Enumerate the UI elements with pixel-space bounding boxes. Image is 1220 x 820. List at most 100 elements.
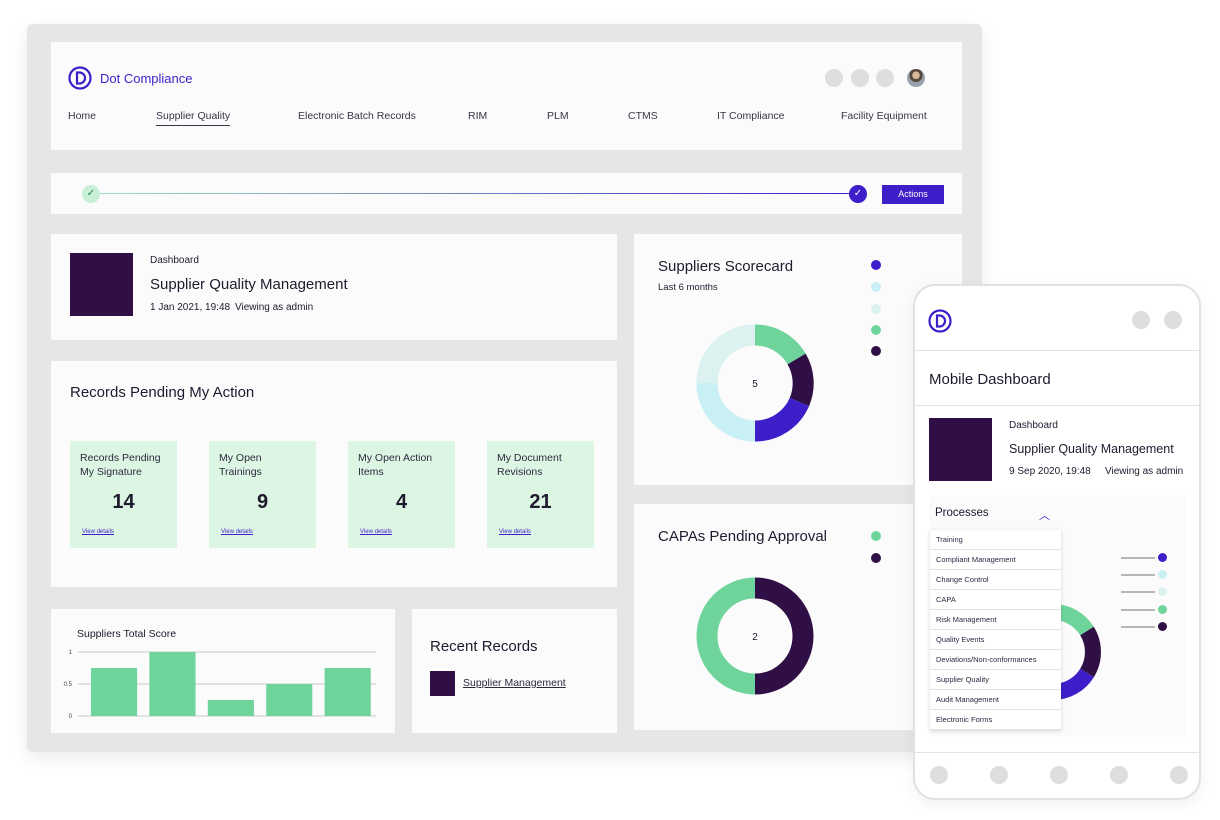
view-details-link[interactable]: View details [499, 529, 531, 535]
tile-open-action-items[interactable]: My Open Action Items 4 View details [348, 441, 455, 548]
y-tick-label: 0 [69, 714, 73, 720]
mobile-divider-bottom [915, 752, 1199, 753]
actions-button[interactable]: Actions [882, 185, 944, 204]
nav-facility-equipment[interactable]: Facility Equipment [841, 110, 927, 122]
header-action-2-icon[interactable] [851, 69, 869, 87]
mobile-tab-3-icon[interactable] [1050, 766, 1068, 784]
donut-segment-purple [754, 397, 810, 442]
capa-center-value: 2 [752, 632, 758, 643]
mobile-legend-dot-pale [1158, 587, 1167, 596]
brand-name: Dot Compliance [100, 70, 193, 86]
supplier-score-bar-chart: 00.51 [64, 650, 376, 720]
mobile-viewer: Viewing as admin [1105, 466, 1184, 477]
mobile-tab-4-icon[interactable] [1110, 766, 1128, 784]
process-item-electronic-forms[interactable]: Electronic Forms [930, 710, 1061, 730]
tile-document-revisions[interactable]: My Document Revisions 21 View details [487, 441, 594, 548]
tile-label: My Open Action Items [358, 452, 433, 478]
mobile-dashboard-title: Supplier Quality Management [1009, 442, 1174, 456]
records-pending-title: Records Pending My Action [70, 384, 255, 401]
header-action-3-icon[interactable] [876, 69, 894, 87]
dashboard-title: Supplier Quality Management [150, 276, 348, 293]
recent-record-link[interactable]: Supplier Management [463, 677, 566, 689]
nav-electronic-batch-records[interactable]: Electronic Batch Records [298, 110, 416, 122]
process-item-quality-events[interactable]: Quality Events [930, 630, 1061, 650]
process-item-training[interactable]: Training [930, 530, 1061, 550]
donut-segment-dark [754, 577, 814, 695]
process-item-change-control[interactable]: Change Control [930, 570, 1061, 590]
nav-rim[interactable]: RIM [468, 110, 488, 122]
nav-home[interactable]: Home [68, 110, 97, 122]
nav-plm[interactable]: PLM [547, 110, 569, 122]
mobile-action-1-icon[interactable] [1132, 311, 1150, 329]
mobile-legend-line [1121, 557, 1155, 559]
header-bar [51, 42, 962, 150]
chart-title: Suppliers Total Score [77, 628, 177, 640]
capa-title: CAPAs Pending Approval [658, 528, 827, 545]
scorecard-donut-chart: 5 [696, 324, 814, 442]
tile-value: 4 [395, 491, 408, 513]
nav-it-compliance[interactable]: IT Compliance [717, 110, 785, 122]
legend-dot-dark [871, 553, 881, 563]
chevron-up-icon[interactable]: ︿ [1039, 510, 1050, 522]
mobile-action-2-icon[interactable] [1164, 311, 1182, 329]
donut-segment-dark [787, 353, 814, 407]
legend-dot-purple [871, 260, 881, 270]
process-item-supplier-quality[interactable]: Supplier Quality [930, 670, 1061, 690]
process-item-risk-management[interactable]: Risk Management [930, 610, 1061, 630]
bar-2[interactable] [149, 652, 196, 716]
mobile-legend-dot-dark [1158, 622, 1167, 631]
view-details-link[interactable]: View details [221, 529, 253, 535]
mobile-legend-dot-green [1158, 605, 1167, 614]
legend-dot-green [871, 325, 881, 335]
process-item-capa[interactable]: CAPA [930, 590, 1061, 610]
tile-value: 9 [256, 491, 269, 513]
brand-logo[interactable]: Dot Compliance [68, 66, 193, 90]
recent-records-title: Recent Records [430, 638, 538, 655]
process-item-compliant-management[interactable]: Compliant Management [930, 550, 1061, 570]
mobile-tab-5-icon[interactable] [1170, 766, 1188, 784]
bar-5[interactable] [324, 668, 371, 716]
mobile-tab-2-icon[interactable] [990, 766, 1008, 784]
mobile-legend-line [1121, 626, 1155, 628]
processes-dropdown-menu: Training Compliant Management Change Con… [930, 530, 1061, 730]
tile-open-trainings[interactable]: My Open Trainings 9 View details [209, 441, 316, 548]
process-item-audit-management[interactable]: Audit Management [930, 690, 1061, 710]
donut-segment-pale [696, 324, 756, 384]
mobile-legend-line [1121, 574, 1155, 576]
view-details-link[interactable]: View details [360, 529, 392, 535]
step-current-check-icon[interactable]: ✓ [849, 185, 867, 203]
tile-pending-signature[interactable]: Records Pending My Signature 14 View det… [70, 441, 177, 548]
nav-ctms[interactable]: CTMS [628, 110, 658, 122]
mobile-tab-1-icon[interactable] [930, 766, 948, 784]
tile-value: 14 [112, 491, 135, 513]
bar-1[interactable] [91, 668, 138, 716]
mobile-timestamp: 9 Sep 2020, 19:48 [1009, 466, 1091, 477]
dashboard-thumbnail [70, 253, 133, 316]
dashboard-timestamp: 1 Jan 2021, 19:48 [150, 302, 231, 313]
scorecard-subtitle: Last 6 months [658, 282, 718, 293]
record-thumbnail [430, 671, 455, 696]
user-avatar[interactable] [907, 69, 925, 87]
header-action-1-icon[interactable] [825, 69, 843, 87]
bar-3[interactable] [207, 700, 254, 716]
tile-value: 21 [529, 491, 552, 513]
mobile-logo-icon[interactable] [928, 309, 952, 333]
y-tick-label: 1 [69, 650, 73, 656]
bar-4[interactable] [266, 684, 313, 716]
tile-label: My Open Trainings [219, 452, 262, 478]
processes-dropdown-label[interactable]: Processes [935, 507, 989, 519]
nav-supplier-quality[interactable]: Supplier Quality [156, 110, 231, 126]
mobile-breadcrumb[interactable]: Dashboard [1009, 420, 1058, 431]
dashboard-info-card [51, 234, 617, 340]
process-item-deviations[interactable]: Deviations/Non-conformances [930, 650, 1061, 670]
progress-line [100, 193, 852, 194]
mobile-title: Mobile Dashboard [929, 371, 1051, 388]
mobile-legend-line [1121, 591, 1155, 593]
mobile-legend-line [1121, 609, 1155, 611]
dashboard-breadcrumb[interactable]: Dashboard [150, 255, 199, 266]
step-complete-check-icon[interactable]: ✓ [82, 185, 100, 203]
scorecard-center-value: 5 [752, 379, 758, 390]
mobile-dashboard-thumbnail [929, 418, 992, 481]
view-details-link[interactable]: View details [82, 529, 114, 535]
tile-label: My Document Revisions [497, 452, 562, 478]
